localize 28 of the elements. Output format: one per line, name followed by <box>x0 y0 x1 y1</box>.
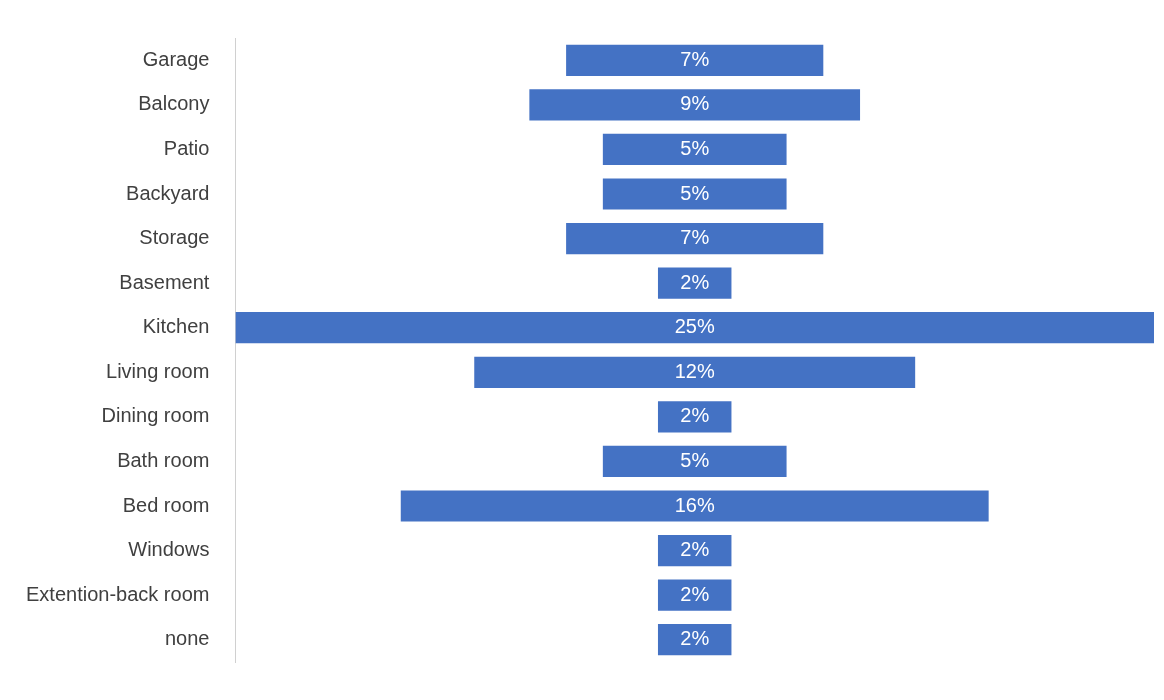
data-label: 5% <box>680 448 710 471</box>
category-label: Bath room <box>117 448 210 471</box>
category-label: Windows <box>128 538 210 561</box>
category-label: Balcony <box>138 92 210 115</box>
category-label: Basement <box>119 270 210 293</box>
data-label: 16% <box>674 493 715 516</box>
data-label: 9% <box>680 92 710 115</box>
category-label: Extention-back room <box>26 582 210 605</box>
category-label: Living room <box>106 359 210 382</box>
data-label: 12% <box>674 359 715 382</box>
data-label: 2% <box>680 538 710 561</box>
data-label: 7% <box>680 226 710 249</box>
data-label: 25% <box>674 315 715 338</box>
category-label: Kitchen <box>142 315 210 338</box>
category-label: none <box>164 627 210 650</box>
category-label: Garage <box>142 47 210 70</box>
data-label: 2% <box>680 404 710 427</box>
category-label: Dining room <box>101 404 210 427</box>
category-label: Storage <box>139 226 210 249</box>
category-label: Bed room <box>122 493 210 516</box>
data-label: 2% <box>680 270 710 293</box>
data-label: 7% <box>680 47 710 70</box>
data-label: 5% <box>680 181 710 204</box>
data-label: 2% <box>680 582 710 605</box>
data-label: 2% <box>680 627 710 650</box>
data-label: 5% <box>680 136 710 159</box>
category-label: Backyard <box>126 181 210 204</box>
category-label: Patio <box>163 136 210 159</box>
